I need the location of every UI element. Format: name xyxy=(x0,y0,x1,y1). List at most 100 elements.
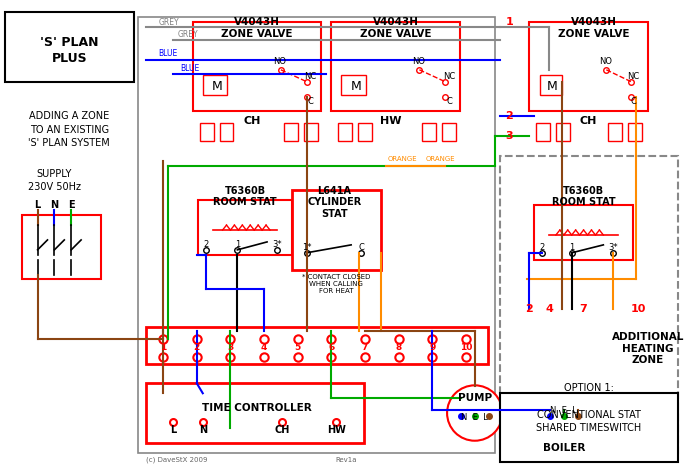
Text: CH: CH xyxy=(244,116,261,126)
Text: M: M xyxy=(546,80,558,93)
FancyBboxPatch shape xyxy=(146,383,364,443)
Text: BOILER: BOILER xyxy=(542,443,585,453)
Text: V4043H
ZONE VALVE: V4043H ZONE VALVE xyxy=(558,17,629,39)
Text: ORANGE: ORANGE xyxy=(425,156,455,162)
FancyBboxPatch shape xyxy=(22,215,101,279)
Text: 8: 8 xyxy=(395,343,402,352)
FancyBboxPatch shape xyxy=(342,75,366,95)
Text: CH: CH xyxy=(580,116,598,126)
Text: 1: 1 xyxy=(160,343,166,352)
Text: HW: HW xyxy=(380,116,402,126)
Text: SUPPLY
230V 50Hz: SUPPLY 230V 50Hz xyxy=(28,169,81,192)
FancyBboxPatch shape xyxy=(500,393,678,462)
Text: 1: 1 xyxy=(569,243,574,252)
Text: E: E xyxy=(68,200,75,210)
Text: 3: 3 xyxy=(227,343,234,352)
Text: 7: 7 xyxy=(580,304,587,314)
FancyBboxPatch shape xyxy=(539,408,589,443)
Text: NC: NC xyxy=(627,72,639,81)
Text: (c) DaveStX 2009: (c) DaveStX 2009 xyxy=(146,456,208,463)
Text: 'S' PLAN
PLUS: 'S' PLAN PLUS xyxy=(40,36,99,65)
FancyBboxPatch shape xyxy=(540,75,562,95)
Text: 1: 1 xyxy=(506,17,513,27)
Text: 4: 4 xyxy=(545,304,553,314)
Text: BLUE: BLUE xyxy=(158,50,177,58)
Text: 2: 2 xyxy=(540,243,544,252)
Text: GREY: GREY xyxy=(178,29,199,39)
FancyBboxPatch shape xyxy=(284,123,297,141)
Text: 2: 2 xyxy=(506,111,513,121)
Text: 6: 6 xyxy=(328,343,335,352)
Text: TIME CONTROLLER: TIME CONTROLLER xyxy=(202,403,312,413)
Text: HW: HW xyxy=(327,425,346,435)
Text: 2: 2 xyxy=(525,304,533,314)
Text: 1: 1 xyxy=(235,241,240,249)
FancyBboxPatch shape xyxy=(200,123,214,141)
Text: 1*: 1* xyxy=(302,243,311,252)
Text: 3*: 3* xyxy=(272,241,282,249)
Text: V4043H
ZONE VALVE: V4043H ZONE VALVE xyxy=(360,17,431,39)
Text: C: C xyxy=(630,97,636,106)
Text: * CONTACT CLOSED
WHEN CALLING
FOR HEAT: * CONTACT CLOSED WHEN CALLING FOR HEAT xyxy=(302,274,371,294)
FancyBboxPatch shape xyxy=(609,123,622,141)
FancyBboxPatch shape xyxy=(536,123,550,141)
Text: 9: 9 xyxy=(429,343,435,352)
Text: L: L xyxy=(170,425,176,435)
FancyBboxPatch shape xyxy=(358,123,372,141)
Text: M: M xyxy=(351,80,362,93)
FancyBboxPatch shape xyxy=(442,123,456,141)
FancyBboxPatch shape xyxy=(628,123,642,141)
FancyBboxPatch shape xyxy=(534,205,633,260)
Text: 7: 7 xyxy=(362,343,368,352)
Text: BLUE: BLUE xyxy=(180,64,199,73)
Text: T6360B
ROOM STAT: T6360B ROOM STAT xyxy=(552,185,615,207)
Text: NO: NO xyxy=(273,58,286,66)
Text: C: C xyxy=(358,243,364,252)
FancyBboxPatch shape xyxy=(422,123,436,141)
Text: V4043H
ZONE VALVE: V4043H ZONE VALVE xyxy=(221,17,293,39)
Text: ADDING A ZONE
TO AN EXISTING
'S' PLAN SYSTEM: ADDING A ZONE TO AN EXISTING 'S' PLAN SY… xyxy=(28,111,110,148)
Text: M: M xyxy=(213,80,223,93)
Text: PUMP: PUMP xyxy=(457,393,492,403)
FancyBboxPatch shape xyxy=(5,13,134,82)
Text: OPTION 1:

CONVENTIONAL STAT
SHARED TIMESWITCH: OPTION 1: CONVENTIONAL STAT SHARED TIMES… xyxy=(536,383,641,433)
Text: NC: NC xyxy=(304,72,317,81)
FancyBboxPatch shape xyxy=(146,327,488,364)
FancyBboxPatch shape xyxy=(219,123,233,141)
Text: 3*: 3* xyxy=(609,243,618,252)
Text: ADDITIONAL
HEATING
ZONE: ADDITIONAL HEATING ZONE xyxy=(611,332,684,366)
Text: C: C xyxy=(446,97,452,106)
FancyBboxPatch shape xyxy=(500,156,678,453)
FancyBboxPatch shape xyxy=(292,190,381,270)
Text: N  E  L: N E L xyxy=(462,413,488,423)
FancyBboxPatch shape xyxy=(139,17,495,453)
FancyBboxPatch shape xyxy=(556,123,570,141)
Text: NC: NC xyxy=(443,72,455,81)
Text: C: C xyxy=(308,97,313,106)
Text: N  E  L: N E L xyxy=(551,406,577,415)
FancyBboxPatch shape xyxy=(529,22,648,111)
Text: L641A
CYLINDER
STAT: L641A CYLINDER STAT xyxy=(307,185,362,219)
Text: ORANGE: ORANGE xyxy=(388,156,417,162)
Text: NO: NO xyxy=(412,58,425,66)
Text: GREY: GREY xyxy=(158,18,179,27)
Text: NO: NO xyxy=(599,58,612,66)
Text: N: N xyxy=(50,200,59,210)
Text: CH: CH xyxy=(274,425,290,435)
Text: 4: 4 xyxy=(261,343,267,352)
Text: 2: 2 xyxy=(194,343,200,352)
Circle shape xyxy=(447,385,502,441)
Text: 3: 3 xyxy=(506,131,513,141)
FancyBboxPatch shape xyxy=(193,22,322,111)
Text: L: L xyxy=(34,200,41,210)
FancyBboxPatch shape xyxy=(338,123,352,141)
FancyBboxPatch shape xyxy=(304,123,317,141)
Text: 2: 2 xyxy=(203,241,208,249)
Text: Rev1a: Rev1a xyxy=(335,456,357,462)
FancyBboxPatch shape xyxy=(198,200,292,255)
Text: 10: 10 xyxy=(630,304,646,314)
Text: 5: 5 xyxy=(295,343,301,352)
Text: 10: 10 xyxy=(460,343,472,352)
FancyBboxPatch shape xyxy=(331,22,460,111)
Text: T6360B
ROOM STAT: T6360B ROOM STAT xyxy=(213,185,277,207)
